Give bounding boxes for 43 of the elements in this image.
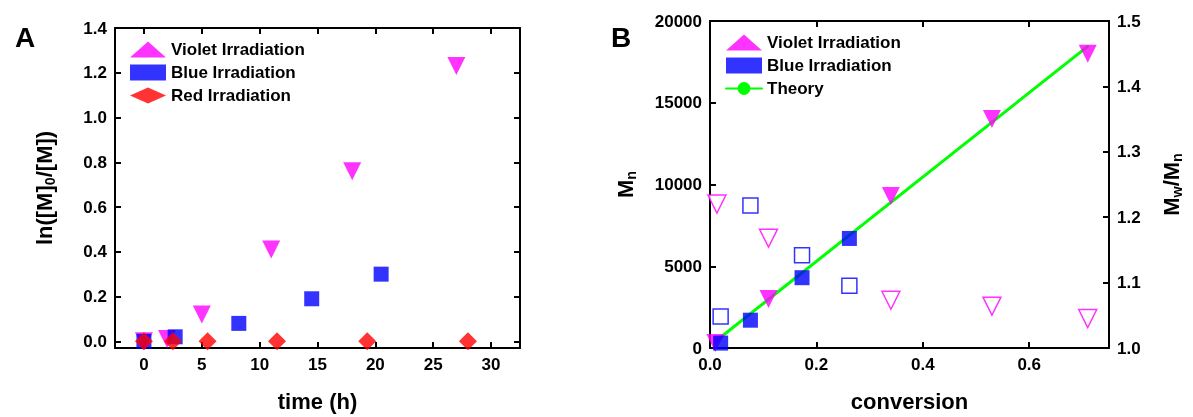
y-tick-label: 1.4 [83, 18, 108, 38]
y-tick-label: 0.8 [83, 152, 107, 172]
x-tick-label: 0 [139, 355, 149, 374]
y2-tick-label: 1.4 [1117, 76, 1142, 96]
x-tick-label: 0.0 [698, 355, 722, 374]
y2-axis-title: Mw/Mn [1159, 153, 1185, 216]
legend-label: Blue Irradiation [171, 63, 296, 82]
legend-label: Violet Irradiation [767, 33, 901, 52]
x-tick-label: 5 [197, 355, 207, 374]
y-axis-title: Mn [613, 170, 639, 199]
x-tick-label: 30 [481, 355, 501, 374]
legend-label: Red Irradiation [171, 86, 291, 105]
x-axis-title: conversion [850, 388, 969, 414]
y-tick-label: 10000 [654, 175, 702, 194]
y-axis-title: ln([M]0/[M]) [32, 130, 58, 246]
x-tick-label: 10 [250, 355, 270, 374]
legend-label: Blue Irradiation [767, 56, 892, 75]
y-tick-label: 1.2 [83, 63, 107, 83]
legend-label: Theory [767, 79, 825, 98]
y-tick-label: 15000 [654, 93, 702, 113]
y-tick-label: 5000 [664, 256, 702, 276]
chart-title: A [15, 21, 36, 53]
y-tick-label: 0.2 [83, 287, 107, 307]
y2-tick-label: 1.3 [1117, 142, 1141, 162]
y2-tick-label: 1.0 [1117, 338, 1141, 358]
y2-tick-label: 1.2 [1117, 207, 1141, 227]
x-tick-label: 0.6 [1017, 355, 1042, 374]
x-tick-label: 0.4 [910, 355, 936, 374]
y-tick-label: 0.6 [83, 197, 107, 217]
x-tick-label: 25 [423, 355, 443, 374]
y2-tick-label: 1.1 [1117, 273, 1141, 293]
y-tick-label: 0.0 [83, 331, 107, 351]
chart-title: B [611, 21, 632, 53]
x-tick-label: 15 [308, 355, 327, 374]
x-tick-label: 20 [365, 355, 385, 374]
y-tick-label: 1.0 [83, 108, 107, 128]
x-tick-label: 0.2 [804, 355, 829, 374]
y-tick-label: 0 [692, 338, 702, 358]
legend-label: Violet Irradiation [171, 40, 305, 59]
y-tick-label: 20000 [654, 11, 702, 31]
x-axis-title: time (h) [277, 388, 358, 414]
y-tick-label: 0.4 [83, 242, 108, 262]
y2-tick-label: 1.5 [1117, 11, 1141, 31]
